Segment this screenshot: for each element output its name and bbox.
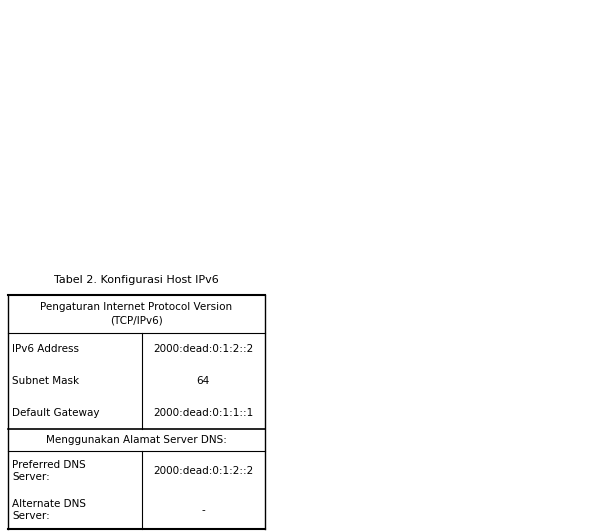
- Text: Tabel 2. Konfigurasi Host IPv6: Tabel 2. Konfigurasi Host IPv6: [54, 275, 219, 285]
- Text: 2000:dead:0:1:2::2: 2000:dead:0:1:2::2: [153, 466, 254, 476]
- Text: -: -: [201, 505, 205, 515]
- Text: Alternate DNS
Server:: Alternate DNS Server:: [12, 499, 86, 521]
- Text: Subnet Mask: Subnet Mask: [12, 376, 79, 386]
- Text: 64: 64: [197, 376, 210, 386]
- Text: Menggunakan Alamat Server DNS:: Menggunakan Alamat Server DNS:: [46, 435, 227, 445]
- Text: IPv6 Address: IPv6 Address: [12, 344, 79, 354]
- Text: 2000:dead:0:1:1::1: 2000:dead:0:1:1::1: [153, 408, 254, 418]
- Text: Default Gateway: Default Gateway: [12, 408, 100, 418]
- Text: Preferred DNS
Server:: Preferred DNS Server:: [12, 460, 86, 482]
- Text: Pengaturan Internet Protocol Version
(TCP/IPv6): Pengaturan Internet Protocol Version (TC…: [40, 302, 233, 326]
- Text: 2000:dead:0:1:2::2: 2000:dead:0:1:2::2: [153, 344, 254, 354]
